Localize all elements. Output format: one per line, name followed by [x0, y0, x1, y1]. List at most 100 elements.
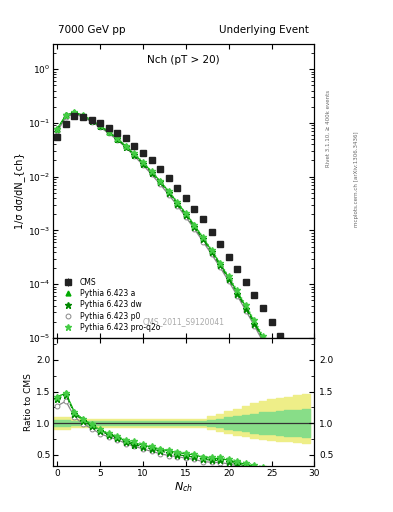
Pythia 6.423 a: [192, 222, 197, 228]
Text: mcplots.cern.ch [arXiv:1306.3436]: mcplots.cern.ch [arXiv:1306.3436]: [354, 132, 359, 227]
Pythia 6.423 dw: [252, 321, 257, 327]
Pythia 6.423 a: [72, 109, 77, 115]
Pythia 6.423 dw: [72, 110, 77, 116]
Pythia 6.423 pro-q2o: [286, 384, 291, 390]
Pythia 6.423 pro-q2o: [123, 142, 128, 148]
Pythia 6.423 dw: [81, 113, 85, 119]
Y-axis label: 1/σ dσ/dN_{ch}: 1/σ dσ/dN_{ch}: [14, 153, 25, 229]
Pythia 6.423 dw: [244, 306, 248, 312]
Pythia 6.423 p0: [64, 114, 68, 120]
Pythia 6.423 pro-q2o: [166, 188, 171, 194]
Pythia 6.423 dw: [141, 161, 145, 167]
Pythia 6.423 dw: [286, 388, 291, 394]
Text: 7000 GeV pp: 7000 GeV pp: [58, 25, 126, 35]
Pythia 6.423 p0: [278, 373, 283, 379]
Pythia 6.423 pro-q2o: [81, 112, 85, 118]
Pythia 6.423 a: [175, 200, 180, 206]
Pythia 6.423 p0: [261, 338, 265, 345]
Pythia 6.423 a: [107, 129, 111, 135]
Pythia 6.423 a: [235, 289, 240, 295]
Pythia 6.423 p0: [286, 391, 291, 397]
Pythia 6.423 a: [218, 261, 222, 267]
Pythia 6.423 p0: [235, 293, 240, 299]
Pythia 6.423 p0: [115, 137, 120, 143]
Pythia 6.423 pro-q2o: [235, 287, 240, 293]
Pythia 6.423 a: [115, 136, 120, 142]
Line: Pythia 6.423 a: Pythia 6.423 a: [55, 110, 308, 428]
Pythia 6.423 a: [158, 178, 163, 184]
Pythia 6.423 a: [278, 367, 283, 373]
Pythia 6.423 a: [261, 335, 265, 341]
Pythia 6.423 p0: [226, 278, 231, 284]
Pythia 6.423 p0: [149, 172, 154, 178]
Pythia 6.423 p0: [98, 124, 103, 131]
Pythia 6.423 pro-q2o: [132, 151, 137, 157]
Pythia 6.423 dw: [192, 224, 197, 230]
Pythia 6.423 p0: [209, 251, 214, 258]
Pythia 6.423 pro-q2o: [64, 112, 68, 118]
Pythia 6.423 p0: [175, 202, 180, 208]
Pythia 6.423 a: [252, 318, 257, 325]
Pythia 6.423 dw: [132, 152, 137, 158]
Pythia 6.423 dw: [278, 370, 283, 376]
Pythia 6.423 dw: [269, 353, 274, 359]
Pythia 6.423 a: [244, 304, 248, 310]
Line: Pythia 6.423 p0: Pythia 6.423 p0: [55, 111, 308, 436]
Pythia 6.423 dw: [158, 179, 163, 185]
Pythia 6.423 dw: [201, 237, 206, 243]
Pythia 6.423 a: [141, 160, 145, 166]
Pythia 6.423 a: [226, 274, 231, 281]
Pythia 6.423 dw: [166, 190, 171, 196]
Pythia 6.423 pro-q2o: [226, 273, 231, 280]
Pythia 6.423 pro-q2o: [115, 135, 120, 141]
Pythia 6.423 dw: [55, 126, 60, 133]
Text: Underlying Event: Underlying Event: [219, 25, 309, 35]
Pythia 6.423 pro-q2o: [261, 333, 265, 339]
Y-axis label: Ratio to CMS: Ratio to CMS: [24, 373, 33, 431]
Pythia 6.423 p0: [252, 323, 257, 329]
Pythia 6.423 pro-q2o: [252, 317, 257, 323]
Pythia 6.423 a: [269, 351, 274, 357]
Pythia 6.423 a: [98, 122, 103, 129]
Pythia 6.423 pro-q2o: [295, 402, 299, 408]
Pythia 6.423 pro-q2o: [175, 199, 180, 205]
Pythia 6.423 a: [132, 151, 137, 157]
Pythia 6.423 p0: [89, 119, 94, 125]
Pythia 6.423 pro-q2o: [158, 178, 163, 184]
Pythia 6.423 p0: [218, 264, 222, 270]
Text: Rivet 3.1.10, ≥ 400k events: Rivet 3.1.10, ≥ 400k events: [326, 90, 331, 166]
X-axis label: $N_{ch}$: $N_{ch}$: [174, 480, 193, 494]
Pythia 6.423 pro-q2o: [244, 302, 248, 308]
Pythia 6.423 dw: [64, 112, 68, 118]
Pythia 6.423 a: [201, 234, 206, 241]
Pythia 6.423 dw: [303, 426, 308, 432]
Pythia 6.423 a: [149, 168, 154, 175]
Pythia 6.423 pro-q2o: [98, 122, 103, 129]
Pythia 6.423 pro-q2o: [201, 234, 206, 240]
Pythia 6.423 a: [184, 210, 188, 217]
Pythia 6.423 p0: [184, 214, 188, 220]
Pythia 6.423 dw: [209, 249, 214, 255]
Pythia 6.423 pro-q2o: [72, 109, 77, 115]
Pythia 6.423 dw: [123, 144, 128, 150]
Pythia 6.423 pro-q2o: [218, 260, 222, 266]
Pythia 6.423 p0: [192, 226, 197, 232]
Pythia 6.423 a: [303, 422, 308, 428]
Pythia 6.423 dw: [107, 129, 111, 135]
Pythia 6.423 pro-q2o: [107, 129, 111, 135]
Pythia 6.423 p0: [166, 191, 171, 198]
Pythia 6.423 dw: [89, 118, 94, 124]
Pythia 6.423 a: [123, 143, 128, 149]
Legend: CMS, Pythia 6.423 a, Pythia 6.423 dw, Pythia 6.423 p0, Pythia 6.423 pro-q2o: CMS, Pythia 6.423 a, Pythia 6.423 dw, Py…: [57, 275, 162, 334]
Text: CMS_2011_S9120041: CMS_2011_S9120041: [143, 317, 225, 326]
Pythia 6.423 dw: [235, 290, 240, 296]
Pythia 6.423 p0: [55, 128, 60, 134]
Pythia 6.423 a: [81, 112, 85, 118]
Pythia 6.423 p0: [303, 430, 308, 436]
Pythia 6.423 p0: [132, 153, 137, 159]
Pythia 6.423 dw: [184, 212, 188, 219]
Pythia 6.423 dw: [98, 123, 103, 129]
Pythia 6.423 pro-q2o: [209, 246, 214, 252]
Pythia 6.423 dw: [261, 336, 265, 343]
Pythia 6.423 p0: [81, 114, 85, 120]
